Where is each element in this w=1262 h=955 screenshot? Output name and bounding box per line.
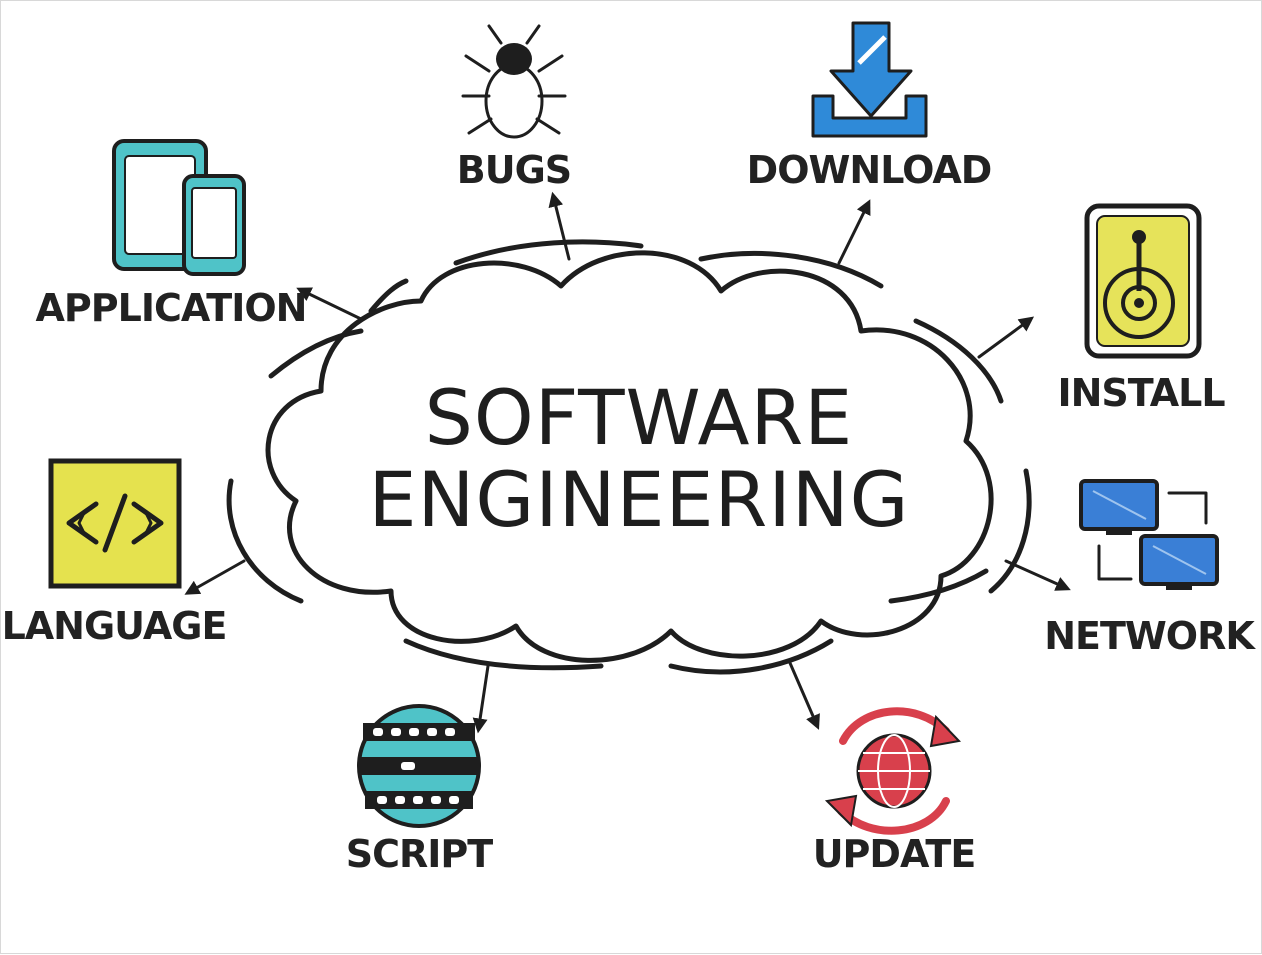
update-globe-icon — [824, 707, 962, 835]
arrow-to-script — [472, 664, 490, 734]
download-label: DOWNLOAD — [747, 148, 992, 192]
network-label: NETWORK — [1044, 614, 1256, 658]
arrow-to-update — [788, 661, 820, 730]
node-application: APPLICATION — [36, 139, 307, 330]
node-script: SCRIPT — [346, 704, 494, 876]
node-download: DOWNLOAD — [747, 21, 992, 192]
node-network: NETWORK — [1044, 479, 1257, 658]
bug-icon — [461, 24, 567, 139]
script-label: SCRIPT — [346, 832, 494, 876]
central-cloud — [226, 239, 1032, 675]
title-line-2: ENGINEERING — [368, 455, 909, 544]
node-language: LANGUAGE — [2, 458, 227, 648]
arrow-to-application — [296, 287, 363, 321]
application-label: APPLICATION — [36, 286, 307, 330]
arrow-to-install — [977, 316, 1035, 359]
tablet-phone-icon — [112, 139, 246, 276]
code-icon — [48, 458, 182, 589]
download-icon — [811, 21, 928, 138]
arrow-to-download — [837, 199, 871, 265]
arrow-to-language — [184, 559, 246, 595]
connector-arrows — [184, 191, 1071, 734]
title-line-1: SOFTWARE — [425, 373, 854, 462]
arrow-to-bugs — [548, 191, 571, 261]
update-label: UPDATE — [813, 832, 976, 876]
language-label: LANGUAGE — [2, 604, 227, 648]
network-icon — [1079, 479, 1219, 590]
arrow-to-network — [1004, 559, 1071, 591]
node-install: INSTALL — [1057, 203, 1226, 415]
disk-drive-icon — [1084, 203, 1202, 359]
node-update: UPDATE — [813, 707, 976, 876]
node-bugs: BUGS — [457, 24, 572, 192]
install-label: INSTALL — [1057, 371, 1225, 415]
bugs-label: BUGS — [457, 148, 571, 192]
script-icon — [357, 704, 481, 828]
